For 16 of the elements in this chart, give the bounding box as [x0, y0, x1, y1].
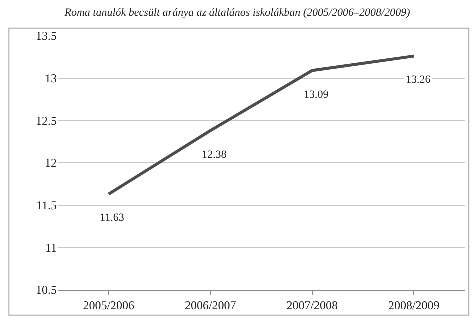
x-tick-label: 2006/2007	[184, 298, 236, 312]
x-tick-label: 2007/2008	[286, 298, 338, 312]
y-tick-label: 11.5	[36, 198, 57, 213]
y-tick-label: 13.5	[36, 29, 57, 44]
data-label: 12.38	[202, 149, 228, 161]
y-tick-label: 12	[45, 156, 57, 170]
data-label: 13.26	[406, 74, 432, 86]
data-label: 13.09	[304, 89, 330, 101]
y-tick-label: 11	[45, 240, 57, 255]
y-tick-label: 10.5	[36, 283, 57, 298]
y-tick-label: 12.5	[36, 114, 57, 128]
x-tick-label: 2005/2006	[83, 298, 135, 312]
x-tick-label: 2008/2009	[388, 298, 440, 312]
y-tick-label: 13	[45, 72, 57, 86]
data-label: 11.63	[100, 212, 125, 224]
chart-title: Roma tanulók becsült aránya az általános iskolákban (2005/2006–2008/2009)	[64, 6, 411, 19]
